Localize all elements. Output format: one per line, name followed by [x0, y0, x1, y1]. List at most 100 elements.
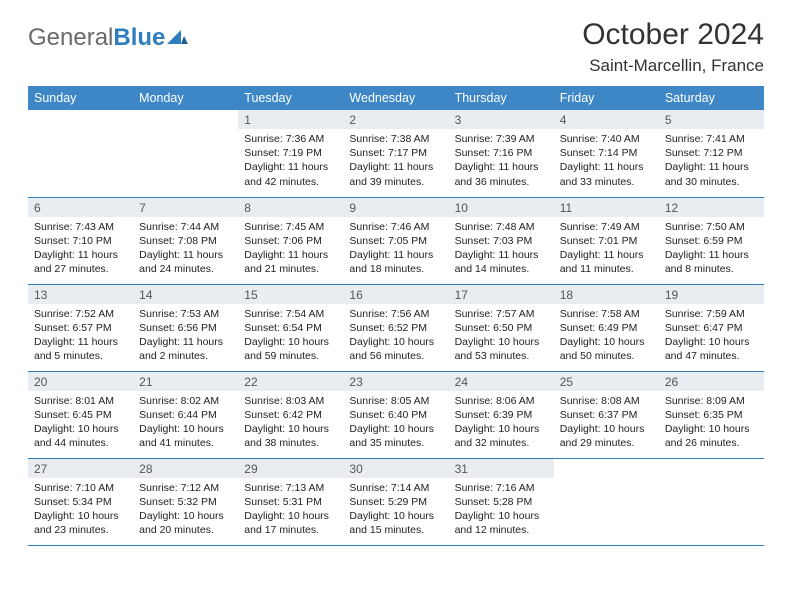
daylight: Daylight: 11 hours and 33 minutes.	[560, 160, 653, 188]
day-number: 20	[28, 372, 133, 391]
calendar-cell: 16Sunrise: 7:56 AMSunset: 6:52 PMDayligh…	[343, 284, 448, 371]
day-header: Monday	[133, 86, 238, 110]
day-number: 14	[133, 285, 238, 304]
sunset: Sunset: 7:17 PM	[349, 146, 442, 160]
sunset: Sunset: 7:08 PM	[139, 234, 232, 248]
calendar-head: SundayMondayTuesdayWednesdayThursdayFrid…	[28, 86, 764, 110]
daylight: Daylight: 11 hours and 30 minutes.	[665, 160, 758, 188]
day-number: 22	[238, 372, 343, 391]
calendar-week: 13Sunrise: 7:52 AMSunset: 6:57 PMDayligh…	[28, 284, 764, 371]
sunset: Sunset: 6:37 PM	[560, 408, 653, 422]
day-body: Sunrise: 8:01 AMSunset: 6:45 PMDaylight:…	[28, 391, 133, 455]
day-number: 12	[659, 198, 764, 217]
calendar-body: ....1Sunrise: 7:36 AMSunset: 7:19 PMDayl…	[28, 110, 764, 545]
sunset: Sunset: 5:29 PM	[349, 495, 442, 509]
sunset: Sunset: 7:19 PM	[244, 146, 337, 160]
daylight: Daylight: 11 hours and 8 minutes.	[665, 248, 758, 276]
sunrise: Sunrise: 7:53 AM	[139, 307, 232, 321]
daylight: Daylight: 10 hours and 35 minutes.	[349, 422, 442, 450]
day-body: Sunrise: 8:08 AMSunset: 6:37 PMDaylight:…	[554, 391, 659, 455]
month-title: October 2024	[582, 18, 764, 52]
calendar-cell: 30Sunrise: 7:14 AMSunset: 5:29 PMDayligh…	[343, 458, 448, 545]
sunset: Sunset: 5:34 PM	[34, 495, 127, 509]
logo-mark-icon	[167, 27, 189, 50]
calendar-cell: 28Sunrise: 7:12 AMSunset: 5:32 PMDayligh…	[133, 458, 238, 545]
day-number: 11	[554, 198, 659, 217]
day-number: 30	[343, 459, 448, 478]
sunset: Sunset: 6:44 PM	[139, 408, 232, 422]
sunrise: Sunrise: 8:05 AM	[349, 394, 442, 408]
day-number: 27	[28, 459, 133, 478]
sunrise: Sunrise: 7:57 AM	[455, 307, 548, 321]
daylight: Daylight: 11 hours and 39 minutes.	[349, 160, 442, 188]
sunset: Sunset: 6:57 PM	[34, 321, 127, 335]
calendar-cell: 21Sunrise: 8:02 AMSunset: 6:44 PMDayligh…	[133, 371, 238, 458]
sunset: Sunset: 6:47 PM	[665, 321, 758, 335]
day-number: 16	[343, 285, 448, 304]
daylight: Daylight: 10 hours and 59 minutes.	[244, 335, 337, 363]
calendar-cell: 1Sunrise: 7:36 AMSunset: 7:19 PMDaylight…	[238, 110, 343, 197]
sunset: Sunset: 6:50 PM	[455, 321, 548, 335]
day-body: Sunrise: 7:45 AMSunset: 7:06 PMDaylight:…	[238, 217, 343, 281]
calendar-cell: 12Sunrise: 7:50 AMSunset: 6:59 PMDayligh…	[659, 197, 764, 284]
calendar-table: SundayMondayTuesdayWednesdayThursdayFrid…	[28, 86, 764, 546]
day-body: Sunrise: 7:52 AMSunset: 6:57 PMDaylight:…	[28, 304, 133, 368]
sunrise: Sunrise: 7:40 AM	[560, 132, 653, 146]
sunrise: Sunrise: 7:13 AM	[244, 481, 337, 495]
calendar-cell: 22Sunrise: 8:03 AMSunset: 6:42 PMDayligh…	[238, 371, 343, 458]
day-body: Sunrise: 8:05 AMSunset: 6:40 PMDaylight:…	[343, 391, 448, 455]
day-body: Sunrise: 7:53 AMSunset: 6:56 PMDaylight:…	[133, 304, 238, 368]
calendar-cell: 20Sunrise: 8:01 AMSunset: 6:45 PMDayligh…	[28, 371, 133, 458]
sunrise: Sunrise: 8:08 AM	[560, 394, 653, 408]
daylight: Daylight: 11 hours and 36 minutes.	[455, 160, 548, 188]
sunrise: Sunrise: 7:50 AM	[665, 220, 758, 234]
day-header: Friday	[554, 86, 659, 110]
day-body: Sunrise: 7:46 AMSunset: 7:05 PMDaylight:…	[343, 217, 448, 281]
sunrise: Sunrise: 7:54 AM	[244, 307, 337, 321]
day-number: 25	[554, 372, 659, 391]
daylight: Daylight: 11 hours and 11 minutes.	[560, 248, 653, 276]
sunrise: Sunrise: 7:43 AM	[34, 220, 127, 234]
calendar-cell: 9Sunrise: 7:46 AMSunset: 7:05 PMDaylight…	[343, 197, 448, 284]
calendar-cell: 11Sunrise: 7:49 AMSunset: 7:01 PMDayligh…	[554, 197, 659, 284]
day-number: 2	[343, 110, 448, 129]
sunset: Sunset: 5:31 PM	[244, 495, 337, 509]
sunset: Sunset: 6:54 PM	[244, 321, 337, 335]
day-body: Sunrise: 8:09 AMSunset: 6:35 PMDaylight:…	[659, 391, 764, 455]
day-body: Sunrise: 8:03 AMSunset: 6:42 PMDaylight:…	[238, 391, 343, 455]
day-number: 1	[238, 110, 343, 129]
day-body: Sunrise: 7:57 AMSunset: 6:50 PMDaylight:…	[449, 304, 554, 368]
calendar-cell: 8Sunrise: 7:45 AMSunset: 7:06 PMDaylight…	[238, 197, 343, 284]
sunrise: Sunrise: 7:49 AM	[560, 220, 653, 234]
sunset: Sunset: 5:32 PM	[139, 495, 232, 509]
sunset: Sunset: 6:40 PM	[349, 408, 442, 422]
daylight: Daylight: 10 hours and 20 minutes.	[139, 509, 232, 537]
day-body: Sunrise: 7:44 AMSunset: 7:08 PMDaylight:…	[133, 217, 238, 281]
calendar-week: 6Sunrise: 7:43 AMSunset: 7:10 PMDaylight…	[28, 197, 764, 284]
sunset: Sunset: 6:45 PM	[34, 408, 127, 422]
day-number: 18	[554, 285, 659, 304]
daylight: Daylight: 11 hours and 5 minutes.	[34, 335, 127, 363]
calendar-cell: 17Sunrise: 7:57 AMSunset: 6:50 PMDayligh…	[449, 284, 554, 371]
calendar-cell: 23Sunrise: 8:05 AMSunset: 6:40 PMDayligh…	[343, 371, 448, 458]
daylight: Daylight: 10 hours and 47 minutes.	[665, 335, 758, 363]
day-number: 31	[449, 459, 554, 478]
logo-text-general: General	[28, 24, 113, 51]
daylight: Daylight: 10 hours and 15 minutes.	[349, 509, 442, 537]
daylight: Daylight: 10 hours and 50 minutes.	[560, 335, 653, 363]
sunrise: Sunrise: 8:09 AM	[665, 394, 758, 408]
daylight: Daylight: 11 hours and 14 minutes.	[455, 248, 548, 276]
day-body: Sunrise: 7:59 AMSunset: 6:47 PMDaylight:…	[659, 304, 764, 368]
calendar-cell: 14Sunrise: 7:53 AMSunset: 6:56 PMDayligh…	[133, 284, 238, 371]
day-body: Sunrise: 7:40 AMSunset: 7:14 PMDaylight:…	[554, 129, 659, 193]
calendar-cell: ..	[133, 110, 238, 197]
sunset: Sunset: 7:12 PM	[665, 146, 758, 160]
sunrise: Sunrise: 7:56 AM	[349, 307, 442, 321]
day-number: 5	[659, 110, 764, 129]
day-body: Sunrise: 7:50 AMSunset: 6:59 PMDaylight:…	[659, 217, 764, 281]
daylight: Daylight: 11 hours and 21 minutes.	[244, 248, 337, 276]
daylight: Daylight: 10 hours and 44 minutes.	[34, 422, 127, 450]
sunrise: Sunrise: 7:52 AM	[34, 307, 127, 321]
daylight: Daylight: 10 hours and 12 minutes.	[455, 509, 548, 537]
day-body: Sunrise: 7:14 AMSunset: 5:29 PMDaylight:…	[343, 478, 448, 542]
